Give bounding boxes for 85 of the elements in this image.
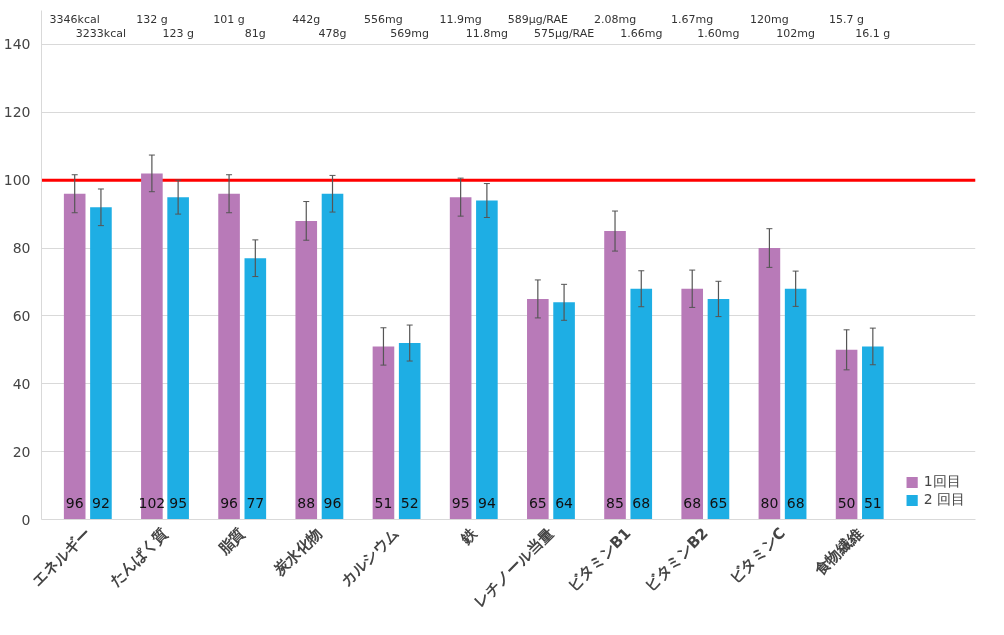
legend-label: 1回目 [923,473,961,491]
annotation: 556mg [364,12,403,26]
bar [681,288,704,520]
annotation: 575μg/RAE [533,26,595,40]
data-label: 94 [477,494,496,511]
y-tick-label: 0 [21,511,31,528]
bar [553,302,575,520]
annotation: 15.7 g [829,12,865,26]
y-tick-label: 120 [3,104,31,121]
annotation: 123 g [162,26,194,40]
y-tick-label: 140 [3,36,31,53]
annotation: 3346kcal [49,12,100,26]
x-tick-label: エネルギー [28,524,95,590]
annotation: 132 g [136,12,168,26]
y-tick-label: 100 [3,172,31,189]
annotation: 101 g [213,12,245,26]
bar [604,231,626,520]
y-tick-label: 60 [12,307,31,324]
data-label: 95 [451,494,470,511]
bar [476,200,498,520]
data-label: 96 [220,494,239,511]
annotation: 16.1 g [855,26,891,40]
bar [527,298,549,520]
bar [449,197,472,520]
annotation: 120mg [750,12,789,26]
data-label: 80 [760,494,779,511]
y-tick-label: 80 [12,240,31,257]
data-label: 65 [709,494,728,511]
bar [141,173,163,520]
data-label: 96 [323,494,342,511]
data-label: 52 [400,494,419,511]
y-tick-label: 20 [12,443,31,460]
bar [218,193,240,520]
data-label: 50 [837,494,856,511]
annotation: 442g [292,12,321,26]
annotation: 102mg [776,26,815,40]
bar [835,349,858,520]
bar [862,346,884,520]
annotation: 81g [244,26,266,40]
data-label: 92 [92,494,110,511]
bar [758,248,781,520]
data-label: 51 [863,494,882,511]
data-label: 95 [169,494,188,511]
bar [707,298,730,520]
data-label: 51 [374,494,393,511]
data-label: 68 [632,494,651,511]
bar [295,220,318,520]
y-tick-label: 40 [12,375,31,392]
x-tick-label: 食物繊維 [810,524,867,580]
data-label: 65 [528,494,547,511]
bar [63,193,86,520]
bar [90,207,112,520]
x-tick-label: ビタミンC [725,524,789,588]
annotation: 478g [318,26,347,40]
bar [167,197,189,520]
bar [784,288,807,520]
data-label: 96 [65,494,84,511]
annotation: 2.08mg [593,12,637,26]
annotation: 11.9mg [439,12,482,26]
bar [630,288,653,520]
annotation: 1.67mg [671,12,714,26]
bar [372,346,395,520]
data-label: 88 [297,494,316,511]
x-tick-label: 脂質 [213,524,249,559]
annotation: 589μg/RAE [507,12,569,26]
bar [398,343,421,520]
x-tick-label: ビタミンB2 [641,524,712,595]
data-label: 68 [683,494,702,511]
annotation: 1.66mg [620,26,663,40]
x-tick-label: ビタミンB1 [563,524,635,595]
x-tick-label: 炭水化物 [269,524,326,580]
legend-label: 2 回目 [923,491,965,509]
annotation: 569mg [390,26,430,40]
data-label: 85 [606,494,624,511]
bar [244,258,267,520]
annotation: 3233kcal [75,26,127,40]
annotation: 11.8mg [465,26,508,40]
data-label: 68 [786,494,805,511]
x-tick-label: たんぱく質 [105,524,172,590]
x-tick-label: 鉄 [456,523,481,549]
x-tick-label: カルシウム [337,524,403,590]
data-label: 77 [246,494,265,511]
annotation: 1.60mg [697,26,740,40]
data-label: 64 [555,494,574,511]
bar [321,193,344,520]
